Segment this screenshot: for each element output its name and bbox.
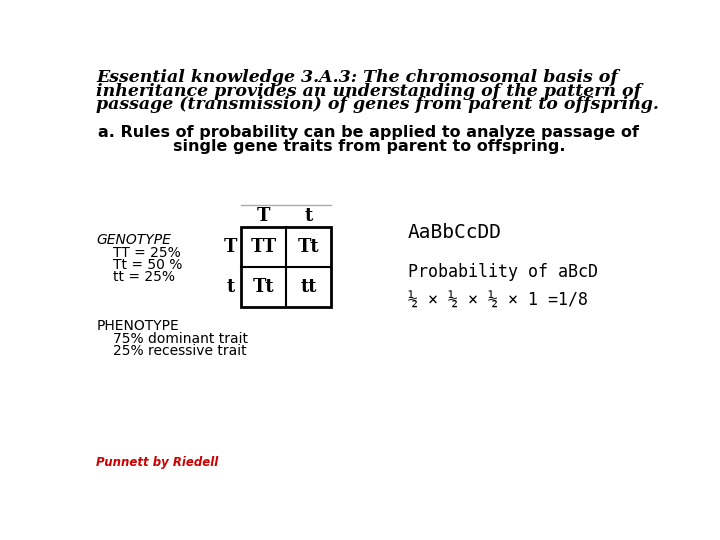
Text: single gene traits from parent to offspring.: single gene traits from parent to offspr…: [173, 139, 565, 154]
Text: ½ × ½ × ½ × 1 =1/8: ½ × ½ × ½ × 1 =1/8: [408, 292, 588, 310]
Text: AaBbCcDD: AaBbCcDD: [408, 222, 502, 242]
Text: t: t: [305, 207, 312, 225]
Text: Essential knowledge 3.A.3: The chromosomal basis of: Essential knowledge 3.A.3: The chromosom…: [96, 69, 618, 86]
Text: 75% dominant trait: 75% dominant trait: [113, 332, 248, 346]
Text: 25% recessive trait: 25% recessive trait: [113, 345, 247, 359]
Bar: [241, 226, 331, 307]
Text: passage (transmission) of genes from parent to offspring.: passage (transmission) of genes from par…: [96, 96, 659, 113]
Text: TT: TT: [251, 238, 276, 255]
Text: Tt: Tt: [253, 278, 274, 295]
Text: Tt = 50 %: Tt = 50 %: [113, 258, 183, 272]
Text: Probability of aBcD: Probability of aBcD: [408, 264, 598, 281]
Text: tt = 25%: tt = 25%: [113, 271, 175, 285]
Text: TT = 25%: TT = 25%: [113, 246, 181, 260]
Text: Punnett by Riedell: Punnett by Riedell: [96, 456, 218, 469]
Text: PHENOTYPE: PHENOTYPE: [96, 319, 179, 333]
Text: inheritance provides an understanding of the pattern of: inheritance provides an understanding of…: [96, 83, 642, 99]
Text: Tt: Tt: [298, 238, 320, 255]
Text: T: T: [257, 207, 270, 225]
Text: tt: tt: [300, 278, 317, 295]
Text: a. Rules of probability can be applied to analyze passage of: a. Rules of probability can be applied t…: [99, 125, 639, 140]
Text: T: T: [224, 238, 237, 255]
Text: t: t: [226, 278, 235, 295]
Text: GENOTYPE: GENOTYPE: [96, 233, 171, 247]
